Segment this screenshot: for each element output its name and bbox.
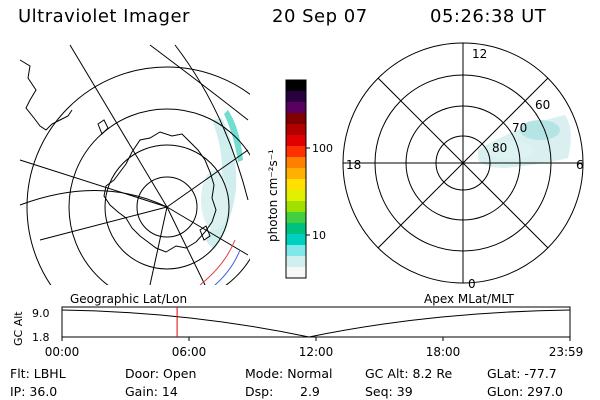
colorbar-cell [286, 190, 306, 202]
meridian [19, 159, 168, 208]
polar-label-left: 18 [346, 158, 361, 172]
door-field: Door: Open [125, 366, 197, 381]
gc-alt-field: GC Alt: 8.2 Re [365, 366, 453, 381]
colorbar-tick-10: 10 [312, 229, 326, 242]
timeline-y-tick-top: 9.0 [32, 307, 50, 320]
lat-ring-3 [68, 108, 250, 285]
colorbar-cell [286, 179, 306, 191]
polar-label-bottom: 0 [468, 277, 476, 291]
mode-field: Mode: Normal [245, 366, 333, 381]
timeline-x-label: 12:00 [299, 345, 334, 359]
island-outline [97, 119, 109, 135]
south-america-coast [19, 59, 73, 131]
timeline-left-caption: Geographic Lat/Lon [70, 292, 187, 306]
timeline-x-label: 18:00 [426, 345, 461, 359]
glat-field: GLat: -77.7 [487, 366, 557, 381]
dsp-label: Dsp: [245, 384, 274, 399]
timeline-y-tick-bottom: 1.8 [32, 331, 50, 344]
timeline-x-label: 23:59 [549, 345, 584, 359]
colorbar-cell [286, 245, 306, 257]
aurora-glow-polar [478, 115, 571, 168]
timeline-x-label: 00:00 [45, 345, 80, 359]
colorbar-tick-100: 100 [312, 142, 333, 155]
polar-label-top: 12 [472, 47, 487, 61]
colorbar-frame [285, 79, 307, 279]
time-label: 05:26:38 UT [430, 6, 547, 27]
polar-ring-label-70: 70 [512, 121, 527, 135]
colorbar-cell [286, 124, 306, 136]
colorbar-cell [286, 80, 306, 92]
polar-ring-label-80: 80 [492, 141, 507, 155]
geographic-map [19, 44, 250, 285]
polar-ring-label-60: 60 [535, 98, 550, 112]
colorbar-cell [286, 212, 306, 224]
colorbar-cell [286, 157, 306, 169]
colorbar-cell [286, 234, 306, 246]
colorbar: 100 10 photon cm⁻²s⁻¹ [266, 79, 333, 279]
limb-line-blue [214, 249, 241, 285]
limb-line-red [199, 239, 236, 285]
meridian [166, 149, 249, 208]
lat-ring-2 [104, 144, 230, 270]
timeline-axis-label: GC Alt [12, 311, 25, 346]
colorbar-cell [286, 256, 306, 268]
date-label: 20 Sep 07 [272, 6, 368, 27]
meridian [69, 44, 168, 208]
timeline-x-label: 06:00 [172, 345, 207, 359]
altitude-curve [61, 309, 571, 338]
colorbar-unit-label: photon cm⁻²s⁻¹ [266, 149, 280, 242]
colorbar-cell [286, 223, 306, 235]
antarctica-coastline [103, 131, 217, 253]
seq-field: Seq: 39 [365, 384, 413, 399]
colorbar-cell [286, 135, 306, 147]
meridian-curve [19, 190, 168, 208]
meridian-curve [149, 44, 249, 121]
colorbar-cell [286, 168, 306, 180]
filter-field: Flt: LBHL [10, 366, 66, 381]
polar-diagonal [377, 77, 549, 249]
colorbar-cell [286, 201, 306, 213]
altitude-timeline: Geographic Lat/Lon Apex MLat/MLT GC Alt … [12, 292, 583, 359]
timeline-frame [61, 306, 571, 338]
colorbar-cell [286, 146, 306, 158]
colorbar-cell [286, 102, 306, 114]
ip-field: IP: 36.0 [10, 384, 58, 399]
glon-field: GLon: 297.0 [487, 384, 563, 399]
colorbar-cell [286, 267, 306, 279]
meridian [39, 206, 168, 241]
dsp-value: 2.9 [300, 384, 320, 399]
island-outline [199, 225, 211, 241]
timeline-right-caption: Apex MLat/MLT [424, 292, 514, 306]
meridian [166, 206, 206, 285]
page-title: Ultraviolet Imager [18, 6, 190, 27]
meridian [149, 206, 168, 285]
polar-plot: 12 0 18 6 60 70 80 [342, 42, 584, 291]
lat-ring-4 [26, 66, 250, 285]
meridian-curve [174, 44, 249, 201]
colorbar-cell [286, 91, 306, 103]
polar-label-right: 6 [576, 158, 584, 172]
lat-ring-1 [136, 176, 198, 238]
gain-field: Gain: 14 [125, 384, 178, 399]
colorbar-cell [286, 113, 306, 125]
